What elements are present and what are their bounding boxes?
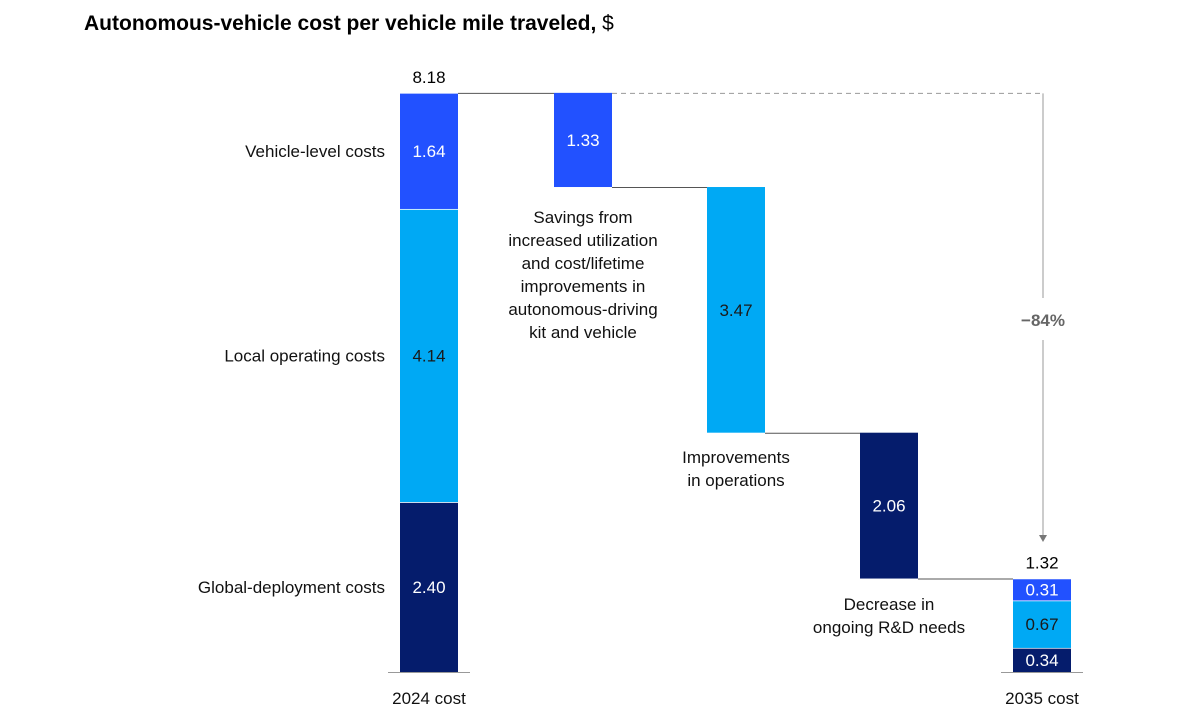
data-label: 3.47	[719, 301, 752, 320]
step-annotation: Decrease in	[844, 595, 935, 614]
chart-title-text: Autonomous-vehicle cost per vehicle mile…	[84, 12, 597, 35]
bar-2035-segment	[1013, 578, 1071, 601]
step-annotation: and cost/lifetime	[522, 254, 645, 273]
bar-2024-segment	[400, 502, 458, 672]
step-bar	[707, 187, 765, 433]
step-annotation: improvements in	[521, 277, 646, 296]
total-label-2035: 1.32	[1025, 554, 1058, 573]
x-label-2024: 2024 cost	[392, 689, 466, 708]
bar-2035-segment	[1013, 647, 1071, 672]
data-label: 1.33	[566, 131, 599, 150]
step-annotation: ongoing R&D needs	[813, 618, 965, 637]
category-label: Local operating costs	[224, 347, 385, 366]
bar-2024-segment	[400, 208, 458, 503]
step-annotation: in operations	[687, 471, 784, 490]
step-annotation: Improvements	[682, 448, 790, 467]
category-label: Vehicle-level costs	[245, 142, 385, 161]
step-annotation: increased utilization	[508, 231, 657, 250]
chart-title: Autonomous-vehicle cost per vehicle mile…	[84, 12, 614, 36]
data-label: 1.64	[412, 142, 445, 161]
total-label-2024: 8.18	[412, 68, 445, 87]
arrow-head-icon	[1039, 535, 1047, 542]
data-label: 0.31	[1025, 581, 1058, 600]
category-label: Global-deployment costs	[198, 578, 385, 597]
step-annotation: Savings from	[533, 208, 632, 227]
bar-2035-segment	[1013, 600, 1071, 648]
data-label: 2.06	[872, 497, 905, 516]
bar-2024-segment	[400, 92, 458, 209]
x-label-2035: 2035 cost	[1005, 689, 1079, 708]
chart-title-unit: $	[602, 12, 614, 35]
data-label: 0.34	[1025, 651, 1058, 670]
change-percent-label: −84%	[1021, 311, 1065, 330]
step-annotation: kit and vehicle	[529, 323, 637, 342]
data-label: 4.14	[412, 347, 445, 366]
data-label: 2.40	[412, 578, 445, 597]
step-annotation: autonomous-driving	[508, 300, 657, 319]
data-label: 0.67	[1025, 615, 1058, 634]
step-bar	[554, 92, 612, 188]
step-bar	[860, 432, 918, 579]
